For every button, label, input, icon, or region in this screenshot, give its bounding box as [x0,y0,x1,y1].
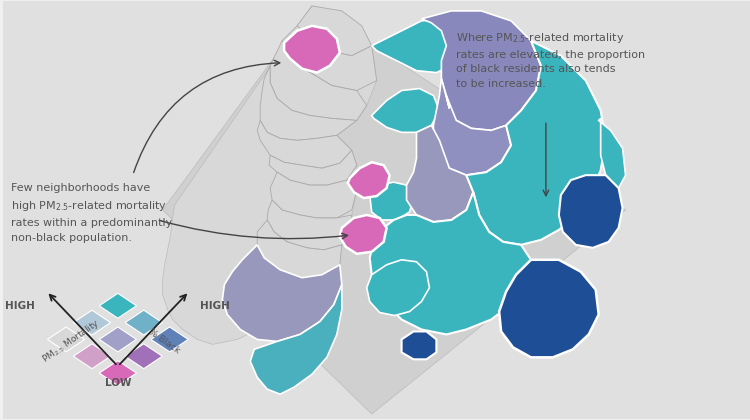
Polygon shape [340,215,387,254]
Polygon shape [466,41,606,245]
Text: % Black: % Black [147,328,182,355]
Polygon shape [297,6,372,56]
Polygon shape [370,192,531,334]
Polygon shape [401,331,436,360]
Polygon shape [406,126,473,222]
Polygon shape [372,19,461,73]
Polygon shape [125,310,162,335]
Polygon shape [222,245,342,341]
Polygon shape [251,285,342,394]
Polygon shape [257,220,342,278]
Polygon shape [269,150,357,185]
Polygon shape [348,162,389,198]
Polygon shape [151,327,188,352]
Polygon shape [47,327,85,352]
Polygon shape [260,66,357,140]
Polygon shape [163,6,626,414]
Polygon shape [99,293,136,318]
Text: PM$_{2.5}$ Mortality: PM$_{2.5}$ Mortality [40,317,103,366]
Polygon shape [433,79,511,175]
Text: LOW: LOW [104,378,131,388]
Polygon shape [372,89,440,132]
Text: HIGH: HIGH [200,301,230,311]
Polygon shape [257,121,352,168]
Polygon shape [74,310,110,335]
Polygon shape [163,6,376,344]
Polygon shape [125,344,162,369]
Polygon shape [267,200,352,250]
Polygon shape [99,327,136,352]
Polygon shape [559,175,622,248]
Polygon shape [99,361,136,386]
Polygon shape [422,11,541,130]
Text: Where PM$_{2.5}$-related mortality
rates are elevated, the proportion
of black r: Where PM$_{2.5}$-related mortality rates… [456,31,646,89]
Polygon shape [74,344,110,369]
Polygon shape [500,260,598,357]
Polygon shape [370,182,413,220]
Polygon shape [282,26,376,91]
Text: HIGH: HIGH [5,301,35,311]
Text: Few neighborhoods have
high PM$_{2.5}$-related mortality
rates within a predomin: Few neighborhoods have high PM$_{2.5}$-r… [11,183,173,243]
Polygon shape [598,118,625,188]
Polygon shape [270,41,367,121]
Polygon shape [284,26,340,73]
Polygon shape [367,260,430,315]
Polygon shape [270,172,357,218]
